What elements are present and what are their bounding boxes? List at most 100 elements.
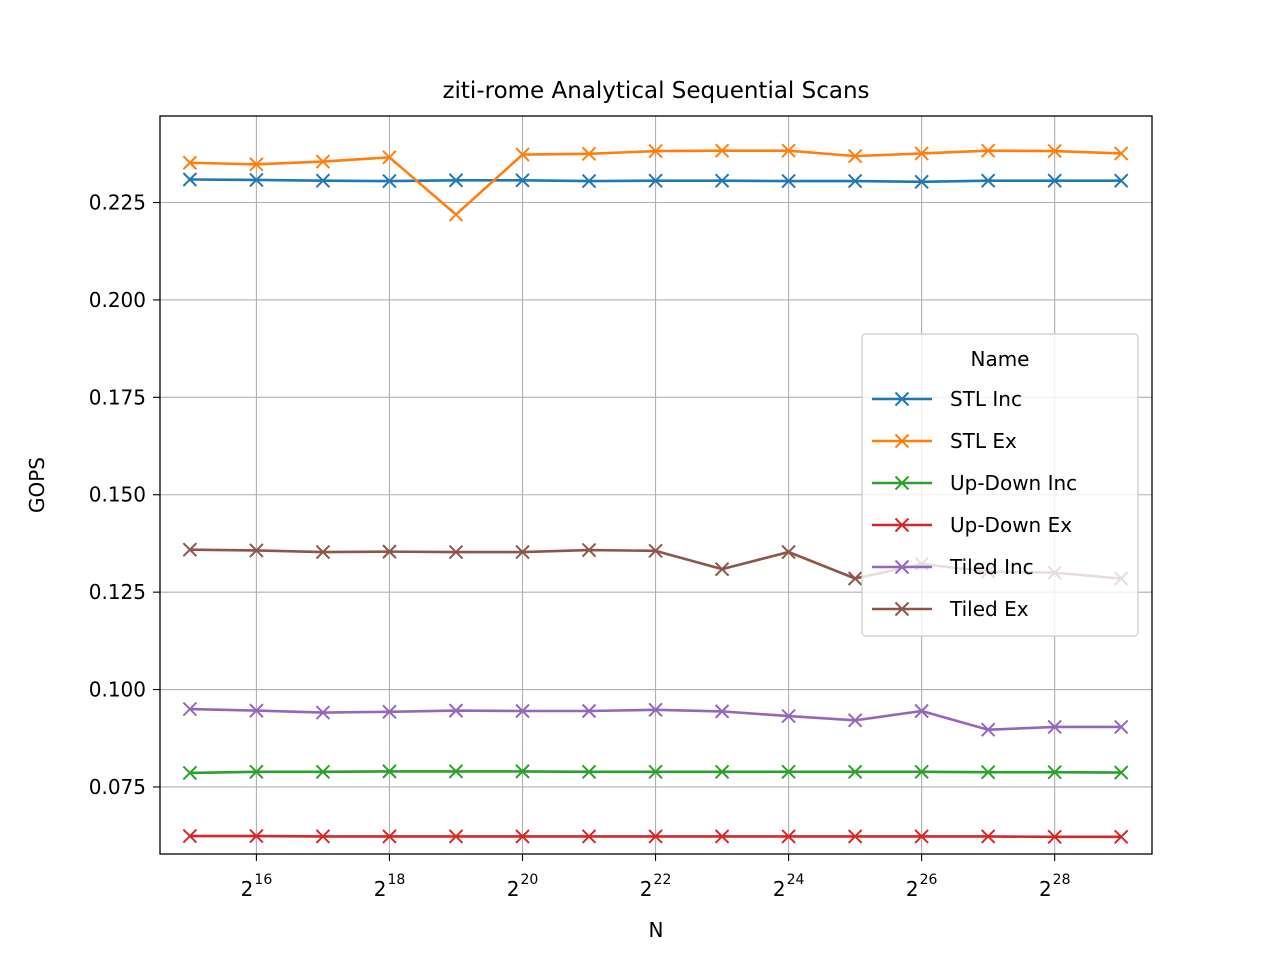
x-tick-label-base: 2 bbox=[773, 877, 786, 901]
axis-ticks: 2 16 2 18 2 20 2 22 2 24 2 26 2 280.0750.1000.1250.15… bbox=[89, 191, 1071, 901]
data-point-marker bbox=[781, 143, 796, 158]
data-point-marker bbox=[448, 173, 464, 188]
y-axis-label: GOPS bbox=[25, 457, 49, 513]
data-point-marker bbox=[581, 173, 597, 189]
data-point-marker bbox=[980, 173, 996, 188]
data-point-marker bbox=[515, 703, 530, 719]
data-point-marker bbox=[781, 173, 796, 189]
data-point-marker bbox=[847, 173, 863, 189]
data-point-marker bbox=[315, 829, 331, 844]
legend-label: Tiled Ex bbox=[949, 597, 1029, 621]
data-point-marker bbox=[182, 765, 198, 781]
x-tick-label-base: 2 bbox=[1039, 877, 1052, 901]
y-tick-label: 0.100 bbox=[89, 678, 146, 702]
legend-marker-swatch bbox=[894, 517, 910, 533]
data-point-marker bbox=[1113, 765, 1129, 780]
legend-marker-swatch bbox=[894, 433, 910, 449]
legend-label: STL Inc bbox=[950, 387, 1022, 411]
data-point-marker bbox=[1047, 143, 1062, 159]
x-tick-label-exponent: 18 bbox=[387, 872, 405, 888]
data-point-marker bbox=[515, 764, 530, 779]
data-point-marker bbox=[1113, 146, 1129, 161]
y-tick-label: 0.175 bbox=[89, 385, 146, 409]
data-point-marker bbox=[249, 543, 264, 558]
legend-marker-swatch bbox=[894, 559, 910, 575]
data-point-marker bbox=[581, 764, 597, 779]
x-tick-label-exponent: 22 bbox=[654, 872, 672, 888]
data-point-marker bbox=[648, 764, 663, 779]
legend-item: Up-Down Inc bbox=[872, 471, 1077, 495]
data-point-marker bbox=[448, 544, 464, 560]
data-point-marker bbox=[249, 703, 264, 718]
data-point-marker bbox=[714, 173, 730, 188]
data-point-marker bbox=[382, 544, 397, 559]
data-point-marker bbox=[315, 154, 331, 169]
x-tick-label-exponent: 28 bbox=[1053, 872, 1071, 888]
data-point-marker bbox=[1113, 719, 1129, 735]
data-point-marker bbox=[249, 828, 264, 844]
legend-title: Name bbox=[970, 347, 1029, 371]
legend-label: STL Ex bbox=[950, 429, 1017, 453]
data-point-marker bbox=[581, 146, 597, 162]
y-tick-label: 0.200 bbox=[89, 288, 146, 312]
legend-item: Up-Down Ex bbox=[872, 513, 1072, 537]
data-point-marker bbox=[515, 147, 530, 162]
data-point-marker bbox=[515, 544, 530, 560]
data-point-marker bbox=[249, 764, 264, 779]
x-tick-label-exponent: 20 bbox=[520, 872, 538, 888]
data-point-marker bbox=[1113, 173, 1129, 188]
data-point-marker bbox=[182, 155, 198, 170]
data-point-marker bbox=[714, 704, 730, 719]
data-point-marker bbox=[382, 173, 397, 189]
data-point-marker bbox=[448, 764, 464, 779]
data-point-marker bbox=[182, 828, 198, 844]
y-tick-label: 0.225 bbox=[89, 191, 146, 215]
y-tick-label: 0.075 bbox=[89, 775, 146, 799]
x-tick-label-base: 2 bbox=[906, 877, 919, 901]
data-point-marker bbox=[448, 829, 464, 844]
data-point-marker bbox=[914, 829, 929, 844]
x-tick-label-base: 2 bbox=[507, 877, 520, 901]
data-point-marker bbox=[714, 143, 730, 158]
data-point-marker bbox=[581, 829, 597, 844]
series-tiled-inc bbox=[182, 701, 1129, 737]
data-point-marker bbox=[980, 722, 996, 737]
data-point-marker bbox=[781, 544, 796, 560]
legend-marker-swatch bbox=[894, 475, 910, 491]
data-point-marker bbox=[315, 764, 331, 779]
data-point-marker bbox=[847, 148, 863, 164]
series-up-down-inc bbox=[182, 764, 1129, 781]
x-axis-label: N bbox=[649, 918, 664, 942]
data-point-marker bbox=[1047, 719, 1062, 735]
data-point-marker bbox=[315, 705, 331, 720]
series-stl-ex bbox=[182, 143, 1129, 222]
data-point-marker bbox=[382, 704, 397, 719]
data-point-marker bbox=[781, 829, 796, 844]
y-tick-label: 0.150 bbox=[89, 483, 146, 507]
data-point-marker bbox=[382, 829, 397, 844]
legend-item: Tiled Ex bbox=[872, 597, 1029, 621]
legend-label: Up-Down Ex bbox=[950, 513, 1072, 537]
legend-marker-swatch bbox=[894, 391, 910, 407]
data-point-marker bbox=[515, 829, 530, 844]
data-point-marker bbox=[515, 173, 530, 188]
legend: Name STL Inc STL Ex Up-Down Inc Up-Down Ex Ti… bbox=[861, 333, 1139, 637]
data-point-marker bbox=[1047, 764, 1062, 780]
legend-label: Up-Down Inc bbox=[950, 471, 1077, 495]
data-point-marker bbox=[315, 173, 331, 188]
data-point-marker bbox=[781, 708, 796, 724]
data-point-marker bbox=[382, 150, 397, 165]
data-point-marker bbox=[182, 172, 198, 187]
data-point-marker bbox=[781, 764, 796, 779]
data-point-marker bbox=[648, 173, 663, 188]
legend-item: STL Ex bbox=[872, 429, 1017, 453]
legend-label: Tiled Inc bbox=[949, 555, 1034, 579]
data-point-marker bbox=[914, 703, 929, 719]
data-point-marker bbox=[914, 764, 929, 779]
data-point-marker bbox=[648, 543, 663, 559]
data-point-marker bbox=[249, 172, 264, 188]
data-point-marker bbox=[980, 829, 996, 844]
data-point-marker bbox=[980, 143, 996, 158]
data-point-marker bbox=[1047, 173, 1062, 188]
